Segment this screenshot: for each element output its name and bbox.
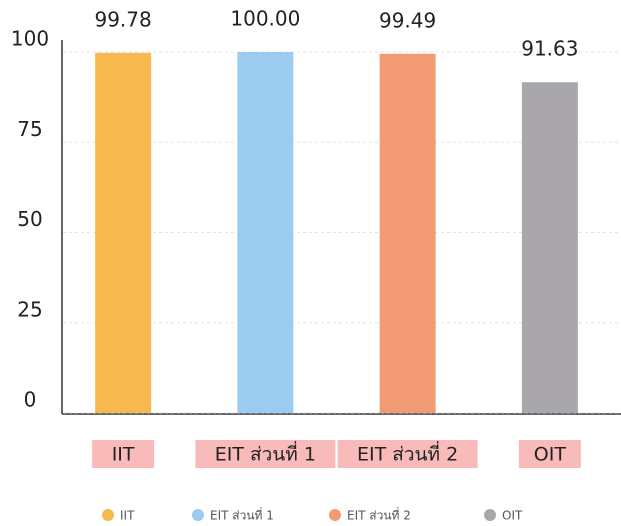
legend-label: EIT ส่วนที่ 1: [210, 507, 274, 523]
x-tick-label: EIT ส่วนที่ 1: [215, 441, 316, 466]
bar: [379, 53, 436, 414]
legend-swatch: [329, 509, 341, 521]
data-label: 100.00: [230, 7, 300, 31]
y-tick-label: 75: [17, 117, 42, 141]
x-tick-label: IIT: [112, 444, 135, 466]
category-highlight: [92, 440, 155, 468]
data-label: 91.63: [521, 37, 578, 61]
data-label: 99.49: [379, 8, 436, 32]
data-label: 99.78: [94, 7, 151, 31]
x-tick-label: EIT ส่วนที่ 2: [357, 441, 458, 466]
bar: [521, 82, 578, 413]
legend-swatch: [484, 509, 496, 521]
y-tick-label: 100: [11, 27, 49, 51]
legend-label: IIT: [120, 509, 135, 523]
y-tick-label: 50: [17, 207, 42, 231]
y-tick-label: 0: [24, 388, 37, 412]
legend-label: OIT: [502, 509, 523, 523]
bar: [237, 52, 294, 413]
x-tick-label: OIT: [534, 444, 567, 466]
category-highlight: [337, 440, 478, 468]
legend-swatch: [102, 509, 114, 521]
y-tick-label: 25: [17, 297, 42, 321]
bar: [95, 52, 152, 414]
legend-label: EIT ส่วนที่ 2: [347, 507, 411, 523]
category-highlight: [518, 440, 581, 468]
legend-swatch: [192, 509, 204, 521]
category-highlight: [195, 440, 336, 468]
